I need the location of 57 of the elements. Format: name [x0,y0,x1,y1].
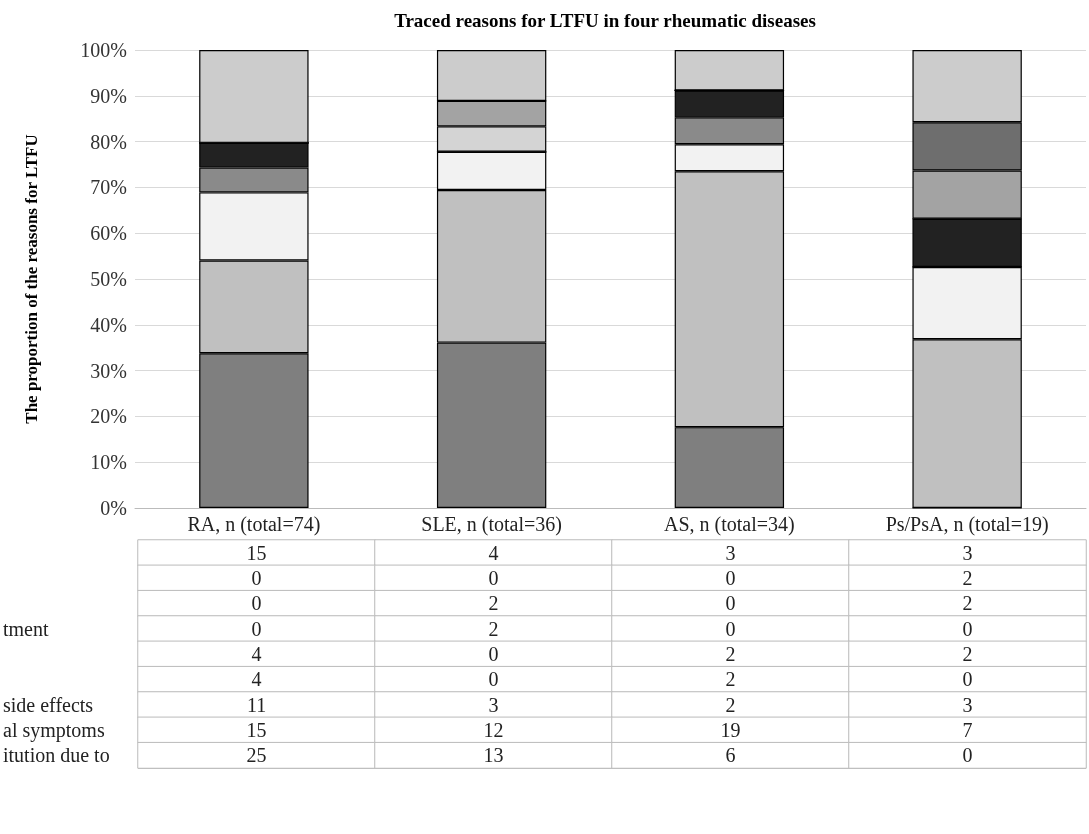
data-label: 11 [246,693,267,716]
data-label: 0 [488,643,499,665]
data-label: 2 [488,592,499,615]
data-label: 15 [246,719,267,741]
y-tick-label: itution due to [3,744,110,767]
y-tick-label: 100% [80,39,127,61]
y-axis-title: The proportion of the reasons for LTFU [22,134,41,424]
y-tick-label: side effects [3,693,94,716]
data-label: 4 [251,643,262,665]
data-label: 0 [962,668,973,691]
data-label: 15 [246,541,267,564]
data-label: 13 [483,744,504,767]
y-tick-label: 30% [90,359,127,382]
data-label: 2 [488,617,499,640]
data-label: 0 [488,567,499,589]
data-label: 2 [725,668,736,691]
y-tick-label: 10% [90,451,127,474]
chart-title: Traced reasons for LTFU in four rheumatic diseases [394,10,816,31]
data-label: 0 [725,592,736,615]
y-tick-label: 90% [90,84,127,107]
y-tick-label: 40% [90,313,127,336]
data-label: 0 [962,744,973,767]
y-tick-label: al symptoms [3,719,105,742]
data-label: 7 [962,719,973,741]
data-label: 25 [246,744,267,767]
data-label: 2 [962,592,973,615]
data-label: 2 [725,693,736,716]
data-label: 3 [962,541,973,564]
y-tick-label: 60% [90,222,127,245]
data-label: 0 [725,617,736,640]
x-tick-label: RA, n (total=74) [187,513,321,536]
data-label: 0 [725,567,736,589]
y-tick-label: 0% [100,497,127,519]
data-label: 4 [488,541,499,564]
data-label: 0 [962,617,973,640]
y-tick-label: tment [3,617,49,640]
data-label: 19 [720,719,741,741]
data-label: 0 [251,567,262,589]
data-label: 3 [962,693,973,716]
data-label: 12 [483,719,504,741]
data-label: 3 [488,693,499,716]
y-tick-label: 20% [90,405,127,428]
x-tick-label: Ps/PsA, n (total=19) [885,513,1049,536]
data-label: 3 [725,541,736,564]
data-label: 4 [251,668,262,691]
data-label: 6 [725,744,736,767]
x-tick-label: AS, n (total=34) [664,513,795,536]
y-tick-label: 50% [90,268,127,290]
data-label: 0 [251,617,262,640]
data-label: 2 [962,567,973,589]
y-tick-label: 70% [90,176,127,199]
y-tick-label: 80% [90,130,127,153]
data-label: 0 [488,668,499,691]
data-label: 2 [725,643,736,665]
data-label: 0 [251,592,262,615]
x-tick-label: SLE, n (total=36) [421,513,562,536]
data-label: 2 [962,643,973,665]
